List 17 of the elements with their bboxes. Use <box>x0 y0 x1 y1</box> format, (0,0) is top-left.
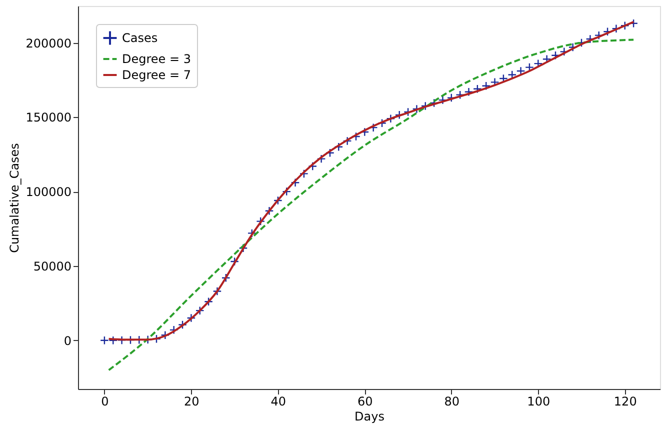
x-axis-title: Days <box>354 410 384 424</box>
x-tick-label: 80 <box>444 394 460 408</box>
x-tick-label: 20 <box>184 394 200 408</box>
x-tick-label: 60 <box>358 394 373 408</box>
y-tick-label: 0 <box>64 334 72 348</box>
y-tick-label: 200000 <box>26 36 72 50</box>
y-tick-label: 50000 <box>33 259 72 274</box>
legend-label: Degree = 3 <box>122 52 191 66</box>
x-tick-label: 40 <box>270 394 286 408</box>
y-tick-label: 150000 <box>26 110 72 125</box>
y-tick-label: 100000 <box>26 185 72 200</box>
x-tick-label: 120 <box>614 394 637 408</box>
legend-label: Cases <box>122 31 158 45</box>
x-tick-label: 100 <box>527 394 550 408</box>
x-tick-label: 0 <box>101 394 109 408</box>
y-axis-title: Cumalative_Cases <box>8 143 22 253</box>
legend-label: Degree = 7 <box>122 68 191 82</box>
